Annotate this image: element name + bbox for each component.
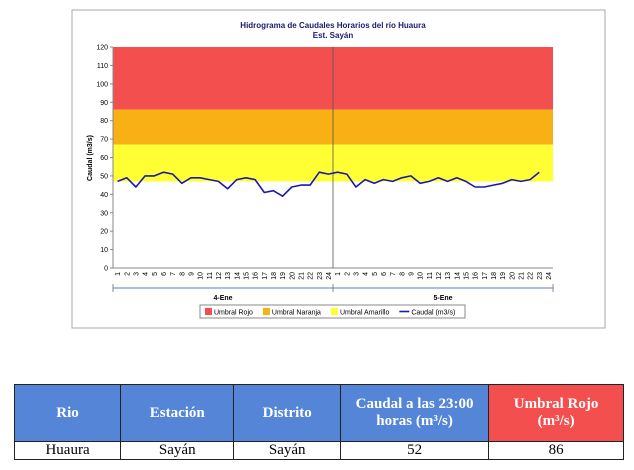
table-cell: Huaura [13,441,122,460]
x-tick-label: 18 [491,272,498,280]
x-tick-label: 20 [509,272,516,280]
x-tick-label: 18 [271,272,278,280]
legend-label: Umbral Amarillo [340,310,390,317]
x-tick-label: 16 [253,272,260,280]
y-tick-label: 10 [100,247,108,254]
table-cell: Sayán [233,441,341,460]
x-tick-label: 2 [344,272,351,276]
x-tick-label: 15 [463,272,470,280]
x-tick-label: 10 [418,272,425,280]
x-tick-label: 21 [518,272,525,280]
x-tick-label: 23 [537,272,544,280]
x-group-label: 4-Ene [213,295,232,302]
x-tick-label: 21 [298,272,305,280]
table-header: Umbral Rojo (m³/s) [488,384,624,442]
y-tick-label: 90 [100,100,108,107]
legend-swatch [205,308,212,315]
legend-swatch [262,308,270,315]
y-tick-label: 60 [100,155,108,162]
x-tick-label: 6 [161,272,168,276]
x-tick-label: 12 [436,272,443,280]
y-tick-label: 70 [100,137,108,144]
x-tick-label: 17 [482,272,489,280]
table-header: Estación [120,384,235,442]
y-tick-label: 100 [96,81,108,88]
legend-label: Caudal (m3/s) [411,310,455,317]
x-tick-label: 2 [124,272,131,276]
x-tick-label: 11 [427,272,434,279]
x-tick-label: 10 [198,272,205,280]
x-tick-label: 4 [363,272,370,276]
table-header: Rio [13,384,122,442]
y-tick-label: 20 [100,229,108,236]
summary-table: Rio Estación Distrito Caudal a las 23:00 ho… [13,384,624,460]
table-header: Distrito [233,384,341,442]
chart-subtitle: Est. Sayán [313,31,354,40]
x-tick-label: 20 [289,272,296,280]
x-tick-label: 6 [381,272,388,276]
y-tick-label: 80 [100,118,108,125]
chart-title: Hidrograma de Caudales Horarios del río … [240,21,426,30]
x-tick-label: 16 [473,272,480,280]
x-tick-label: 23 [317,272,324,280]
table-header: Caudal a las 23:00 horas (m³/s) [339,384,490,442]
x-tick-label: 3 [133,272,140,276]
x-tick-label: 7 [390,272,397,276]
y-tick-label: 50 [100,173,108,180]
legend-swatch [330,308,338,315]
x-tick-label: 5 [152,272,159,276]
x-tick-label: 11 [207,272,214,279]
y-tick-label: 110 [97,63,108,70]
x-tick-label: 24 [326,272,333,280]
x-tick-label: 15 [243,272,250,280]
y-tick-label: 40 [100,192,108,199]
chart: Hidrograma de Caudales Horarios del río … [71,9,606,329]
x-tick-label: 5 [372,272,379,276]
x-tick-label: 24 [546,272,553,280]
x-tick-label: 8 [179,272,186,276]
x-tick-label: 1 [115,272,122,276]
x-tick-label: 4 [143,272,150,276]
x-tick-label: 19 [280,272,287,280]
x-group-label: 5-Ene [433,295,452,302]
x-tick-label: 1 [335,272,342,276]
x-tick-label: 13 [225,272,232,280]
caudal-line [117,171,540,197]
y-tick-label: 30 [100,210,108,217]
legend-label: Umbral Naranja [272,310,321,317]
x-tick-label: 12 [216,272,223,280]
x-tick-label: 17 [262,272,269,280]
x-tick-label: 14 [234,272,241,280]
x-tick-label: 3 [353,272,360,276]
table-cell: Sayán [120,441,235,460]
x-tick-label: 13 [445,272,452,280]
x-tick-label: 22 [308,272,315,280]
x-tick-label: 9 [408,272,415,276]
x-tick-label: 8 [399,272,406,276]
x-tick-label: 14 [454,272,461,280]
y-tick-label: 0 [104,266,108,273]
x-tick-label: 7 [170,272,177,276]
legend-label: Umbral Rojo [214,310,253,317]
x-tick-label: 9 [188,272,195,276]
x-tick-label: 19 [500,272,507,280]
table-cell: 52 [339,441,490,460]
y-axis-label: Caudal (m3/s) [87,135,94,181]
x-tick-label: 22 [528,272,535,280]
y-tick-label: 120 [96,45,108,52]
table-cell: 86 [488,441,624,460]
